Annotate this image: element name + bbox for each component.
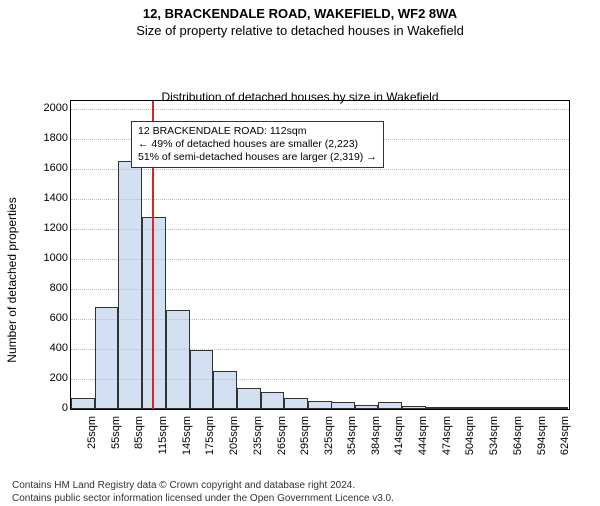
x-tick-label: 325sqm bbox=[323, 416, 335, 462]
page-subtitle: Size of property relative to detached ho… bbox=[0, 23, 600, 38]
x-tick-label: 265sqm bbox=[276, 416, 288, 462]
x-tick-label: 354sqm bbox=[346, 416, 358, 462]
x-tick-label: 85sqm bbox=[133, 416, 145, 462]
x-tick-label: 115sqm bbox=[157, 416, 169, 462]
y-tick-label: 600 bbox=[32, 312, 68, 324]
footer-line-2: Contains public sector information licen… bbox=[12, 493, 588, 506]
annotation-line-1: 12 BRACKENDALE ROAD: 112sqm bbox=[138, 125, 377, 138]
histogram-bar bbox=[378, 402, 402, 410]
x-tick-label: 594sqm bbox=[536, 416, 548, 462]
histogram-bar bbox=[237, 388, 261, 409]
gridline bbox=[71, 109, 569, 110]
histogram-bar bbox=[521, 407, 545, 409]
histogram-bar bbox=[166, 310, 190, 409]
y-tick-label: 0 bbox=[32, 402, 68, 414]
x-tick-label: 444sqm bbox=[417, 416, 429, 462]
histogram-bar bbox=[497, 407, 521, 409]
y-tick-label: 200 bbox=[32, 372, 68, 384]
histogram-bar bbox=[190, 350, 214, 409]
y-tick-label: 1000 bbox=[32, 252, 68, 264]
y-tick-label: 1200 bbox=[32, 222, 68, 234]
gridline bbox=[71, 169, 569, 170]
annotation-box: 12 BRACKENDALE ROAD: 112sqm ← 49% of det… bbox=[131, 121, 384, 168]
histogram-bar bbox=[473, 407, 497, 409]
x-tick-label: 504sqm bbox=[464, 416, 476, 462]
y-tick-label: 1600 bbox=[32, 162, 68, 174]
histogram-bar bbox=[95, 307, 119, 409]
footer-line-1: Contains HM Land Registry data © Crown c… bbox=[12, 480, 588, 493]
page-title: 12, BRACKENDALE ROAD, WAKEFIELD, WF2 8WA bbox=[0, 6, 600, 21]
x-tick-label: 25sqm bbox=[86, 416, 98, 462]
x-tick-label: 624sqm bbox=[559, 416, 571, 462]
histogram-bar bbox=[118, 161, 142, 409]
x-tick-label: 175sqm bbox=[204, 416, 216, 462]
y-tick-label: 1800 bbox=[32, 132, 68, 144]
histogram-bar bbox=[402, 406, 426, 409]
y-tick-label: 2000 bbox=[32, 102, 68, 114]
y-tick-label: 800 bbox=[32, 282, 68, 294]
histogram-bar bbox=[544, 407, 568, 409]
histogram-bar bbox=[426, 407, 450, 409]
annotation-line-2: ← 49% of detached houses are smaller (2,… bbox=[138, 138, 377, 151]
annotation-line-3: 51% of semi-detached houses are larger (… bbox=[138, 151, 377, 164]
x-tick-label: 145sqm bbox=[181, 416, 193, 462]
x-tick-label: 474sqm bbox=[441, 416, 453, 462]
plot-area: 12 BRACKENDALE ROAD: 112sqm ← 49% of det… bbox=[70, 100, 570, 410]
x-tick-label: 564sqm bbox=[512, 416, 524, 462]
x-tick-label: 295sqm bbox=[299, 416, 311, 462]
y-tick-label: 1400 bbox=[32, 192, 68, 204]
x-tick-label: 205sqm bbox=[228, 416, 240, 462]
x-tick-label: 384sqm bbox=[370, 416, 382, 462]
histogram-bar bbox=[355, 405, 379, 410]
gridline bbox=[71, 199, 569, 200]
histogram-bar bbox=[450, 407, 474, 409]
histogram-bar bbox=[308, 401, 332, 409]
y-tick-label: 400 bbox=[32, 342, 68, 354]
x-tick-label: 534sqm bbox=[488, 416, 500, 462]
histogram-bar bbox=[331, 402, 355, 409]
histogram-bar bbox=[284, 398, 308, 409]
x-tick-label: 414sqm bbox=[393, 416, 405, 462]
histogram-chart: Number of detached properties 12 BRACKEN… bbox=[20, 90, 580, 470]
histogram-bar bbox=[261, 392, 285, 409]
histogram-bar bbox=[213, 371, 237, 409]
x-tick-label: 55sqm bbox=[110, 416, 122, 462]
footer-attribution: Contains HM Land Registry data © Crown c… bbox=[12, 480, 588, 505]
y-axis-label: Number of detached properties bbox=[5, 197, 19, 362]
x-tick-label: 235sqm bbox=[252, 416, 264, 462]
histogram-bar bbox=[71, 398, 95, 409]
histogram-bar bbox=[142, 217, 166, 409]
